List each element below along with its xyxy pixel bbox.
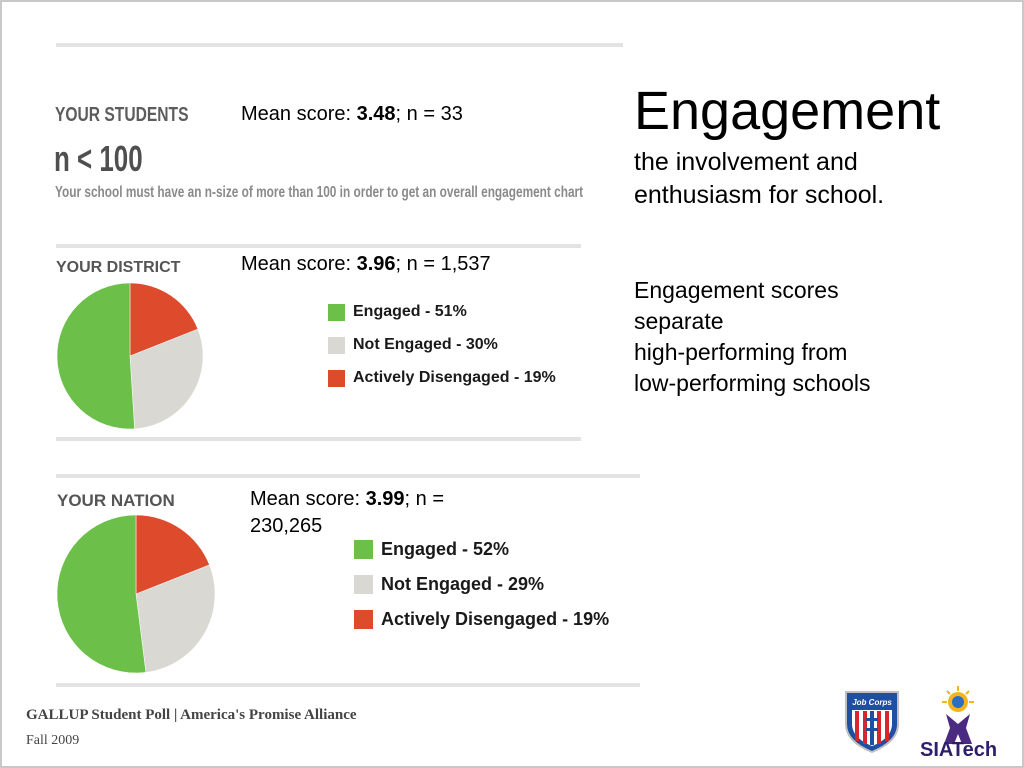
nation-legend-not-engaged: Not Engaged - 29% <box>354 574 544 595</box>
siatech-wordmark: SIATech <box>920 739 997 761</box>
body-line: high-performing from <box>634 339 848 365</box>
district-legend-engaged: Engaged - 51% <box>328 303 467 321</box>
engaged-swatch <box>328 303 345 321</box>
divider-students <box>56 244 581 248</box>
nation-mean-score: Mean score: 3.99; n = 230,265 <box>250 488 445 537</box>
students-mean-value: 3.48 <box>356 103 396 125</box>
job-corps-logo: Job Corps <box>845 691 899 754</box>
engaged-slice <box>56 514 147 674</box>
engaged-slice <box>56 282 135 430</box>
nation-legend-disengaged: Actively Disengaged - 19% <box>354 609 609 630</box>
body-line: Engagement scores <box>634 277 839 303</box>
disengaged-swatch <box>354 610 373 629</box>
students-mean-score: Mean score: 3.48; n = 33 <box>241 103 463 125</box>
district-mean-score: Mean score: 3.96; n = 1,537 <box>241 253 491 275</box>
students-note: Your school must have an n-size of more … <box>55 184 584 201</box>
disengaged-swatch <box>328 369 345 387</box>
students-n-size: n < 100 <box>54 138 143 179</box>
district-heading: YOUR DISTRICT <box>56 259 181 276</box>
district-mean-value: 3.96 <box>356 253 396 275</box>
svg-text:Job Corps: Job Corps <box>852 698 892 707</box>
slide-body: Engagement scores separate high-performi… <box>634 275 934 399</box>
divider-nation-bottom <box>56 683 640 687</box>
nation-heading: YOUR NATION <box>57 491 175 510</box>
district-legend-disengaged: Actively Disengaged - 19% <box>328 369 556 387</box>
engaged-swatch <box>354 540 373 559</box>
nation-legend-engaged: Engaged - 52% <box>354 539 509 560</box>
slide-subtitle: the involvement and enthusiasm for schoo… <box>634 148 885 209</box>
nation-pie-chart <box>56 514 216 674</box>
disengaged-slice <box>129 282 199 357</box>
siatech-logo: SIATech <box>920 686 997 761</box>
body-line: separate <box>634 308 724 334</box>
slide-title: Engagement <box>634 81 941 141</box>
divider-nation-top <box>56 474 640 478</box>
not-engaged-slice <box>135 564 216 673</box>
not-engaged-slice <box>129 328 204 430</box>
district-legend-not-engaged: Not Engaged - 30% <box>328 336 498 354</box>
students-heading: YOUR STUDENTS <box>55 104 189 126</box>
district-pie-chart <box>56 282 204 430</box>
footer-source: GALLUP Student Poll | America's Promise … <box>26 707 357 723</box>
body-line: low-performing schools <box>634 370 871 396</box>
divider-top <box>56 43 623 47</box>
disengaged-slice <box>135 514 210 595</box>
nation-n-value: 230,265 <box>250 515 323 537</box>
not-engaged-swatch <box>354 575 373 594</box>
not-engaged-swatch <box>328 336 345 354</box>
divider-district <box>56 437 581 441</box>
nation-mean-value: 3.99 <box>365 488 405 510</box>
footer-date: Fall 2009 <box>26 733 80 748</box>
